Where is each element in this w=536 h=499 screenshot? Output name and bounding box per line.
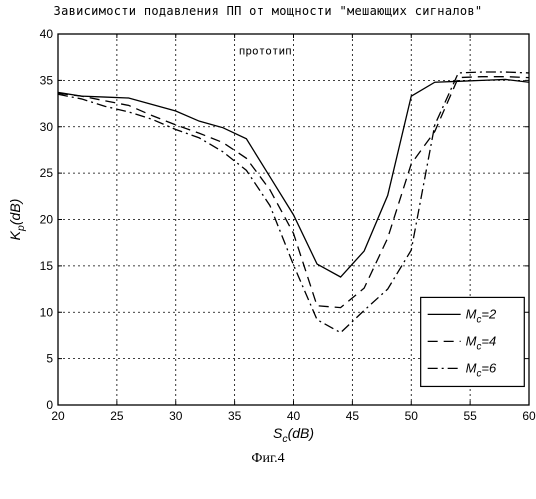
y-tick-label: 30 xyxy=(40,120,54,134)
x-tick-label: 30 xyxy=(169,409,183,423)
figure-caption: Фиг.4 xyxy=(0,451,536,467)
series-layer xyxy=(58,72,529,333)
y-tick-label: 20 xyxy=(40,213,54,227)
annotation-prototype: прототип xyxy=(239,44,292,57)
axis-label-text: Kp(dB) xyxy=(7,199,27,241)
y-tick-label: 15 xyxy=(40,259,54,273)
x-tick-label: 50 xyxy=(405,409,419,423)
axis-label-text: Sc(dB) xyxy=(273,425,314,445)
y-tick-label: 10 xyxy=(40,305,54,319)
series-line-3 xyxy=(58,72,529,333)
y-tick-label: 35 xyxy=(40,73,54,87)
x-tick-label: 40 xyxy=(287,409,301,423)
y-tick-label: 0 xyxy=(46,398,53,412)
x-tick-label: 20 xyxy=(51,409,65,423)
y-tick-label: 5 xyxy=(46,352,53,366)
y-tick-label: 40 xyxy=(40,27,54,41)
legend: Mc=2Mc=4Mc=6 xyxy=(421,297,525,386)
x-tick-label: 45 xyxy=(346,409,360,423)
x-tick-label: 25 xyxy=(110,409,124,423)
x-tick-label: 35 xyxy=(228,409,242,423)
series-line-2 xyxy=(58,77,529,308)
y-tick-label: 25 xyxy=(40,166,54,180)
x-axis-label: Sc(dB) xyxy=(273,425,314,445)
x-tick-label: 60 xyxy=(522,409,536,423)
y-axis-label: Kp(dB) xyxy=(7,199,27,241)
x-tick-label: 55 xyxy=(463,409,477,423)
